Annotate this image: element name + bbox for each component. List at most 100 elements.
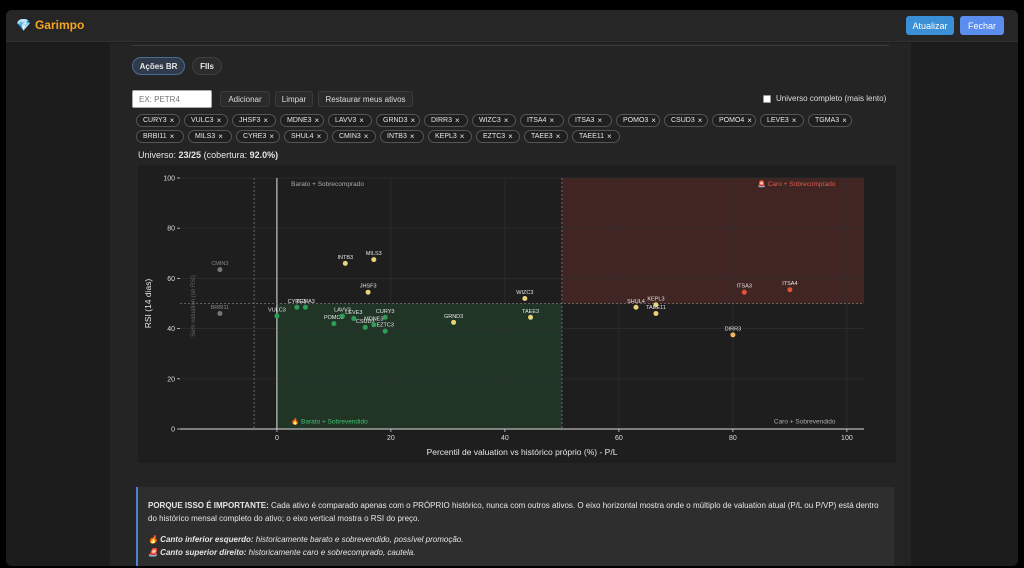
- ticker-chip[interactable]: POMO4 ×: [712, 114, 756, 127]
- data-point: [787, 287, 793, 293]
- divider: [132, 45, 889, 46]
- data-point-label: INTB3: [338, 255, 354, 261]
- remove-chip-icon[interactable]: ×: [791, 116, 797, 125]
- remove-chip-icon[interactable]: ×: [263, 116, 269, 125]
- remove-chip-icon[interactable]: ×: [455, 116, 460, 125]
- remove-chip-icon[interactable]: ×: [549, 116, 555, 125]
- scatter-plot: 0 20 40 60 80 100 0 20 40 60 80 100 Percentil de val…: [143, 176, 864, 457]
- remove-chip-icon[interactable]: ×: [216, 116, 222, 125]
- top-right-quadrant-fill: [561, 178, 864, 304]
- remove-chip-icon[interactable]: ×: [459, 132, 465, 141]
- atualizar-button[interactable]: Atualizar: [906, 16, 954, 35]
- ticker-chip[interactable]: MDNE3 ×: [280, 114, 324, 127]
- y-tick-label: 60: [167, 276, 175, 283]
- x-tick-label: 100: [841, 435, 853, 442]
- ticker-chip[interactable]: JHSF3 ×: [232, 114, 276, 127]
- ticker-chip-label: MILS3: [195, 133, 216, 140]
- ticker-chip-label: DIRR3: [431, 117, 453, 124]
- remove-chip-icon[interactable]: ×: [409, 132, 415, 141]
- ticker-chip[interactable]: TGMA3 ×: [808, 114, 852, 127]
- remove-chip-icon[interactable]: ×: [169, 132, 175, 141]
- data-point: [342, 260, 348, 266]
- ticker-chip-label: BRBI11: [143, 133, 167, 140]
- remove-chip-icon[interactable]: ×: [218, 132, 223, 141]
- x-tick-label: 20: [387, 435, 395, 442]
- remove-chip-icon[interactable]: ×: [503, 116, 509, 125]
- ticker-chip[interactable]: CYRE3 ×: [236, 130, 280, 143]
- quadrant-label-top-right: 🚨 Caro + Sobrecomprado: [758, 180, 836, 188]
- ticker-chip[interactable]: CURY3 ×: [136, 114, 180, 127]
- ticker-chip[interactable]: WIZC3 ×: [472, 114, 516, 127]
- valuation-rsi-chart: 0 20 40 60 80 100 0 20 40 60 80 100 Percentil de val…: [138, 165, 896, 463]
- remove-chip-icon[interactable]: ×: [607, 132, 612, 141]
- remove-chip-icon[interactable]: ×: [269, 132, 275, 141]
- data-point: [522, 295, 528, 301]
- ticker-chip[interactable]: SHUL4 ×: [284, 130, 328, 143]
- ticker-chip-label: POMO4: [719, 117, 745, 124]
- ticker-input[interactable]: [132, 90, 212, 108]
- data-point-label: DIRR3: [725, 326, 742, 332]
- ticker-chip[interactable]: TAEE11 ×: [572, 130, 620, 143]
- ticker-chip[interactable]: DIRR3 ×: [424, 114, 468, 127]
- ticker-chip-label: CYRE3: [243, 133, 267, 140]
- ticker-chip[interactable]: KEPL3 ×: [428, 130, 472, 143]
- tab-acoes-br[interactable]: Ações BR: [132, 57, 185, 75]
- ticker-chip[interactable]: LEVE3 ×: [760, 114, 804, 127]
- remove-chip-icon[interactable]: ×: [747, 116, 752, 125]
- remove-chip-icon[interactable]: ×: [314, 116, 320, 125]
- ticker-chip[interactable]: POMO3 ×: [616, 114, 660, 127]
- ticker-chip[interactable]: INTB3 ×: [380, 130, 424, 143]
- remove-chip-icon[interactable]: ×: [555, 132, 561, 141]
- left-gutter: [6, 43, 110, 566]
- ticker-chip-label: LEVE3: [767, 117, 789, 124]
- limpar-button[interactable]: Limpar: [275, 91, 313, 107]
- remove-chip-icon[interactable]: ×: [508, 132, 513, 141]
- ticker-chip[interactable]: VULC3 ×: [184, 114, 228, 127]
- data-point-label: VULC3: [268, 308, 286, 314]
- ticker-chip[interactable]: ITSA4 ×: [520, 114, 564, 127]
- y-tick-label: 100: [163, 176, 175, 183]
- data-point: [302, 304, 308, 310]
- data-point-label: TGMA3: [296, 299, 315, 305]
- note-body: Cada ativo é comparado apenas com o PRÓP…: [148, 501, 879, 523]
- universo-label: Universo:: [138, 150, 177, 160]
- remove-chip-icon[interactable]: ×: [410, 116, 416, 125]
- remove-chip-icon[interactable]: ×: [359, 116, 364, 125]
- ticker-chip[interactable]: LAVV3 ×: [328, 114, 372, 127]
- note-line-1-title: 🔥 Canto inferior esquerdo:: [148, 535, 254, 544]
- cobertura-value: 92.0%): [249, 150, 279, 160]
- remove-chip-icon[interactable]: ×: [316, 132, 322, 141]
- universo-completo-checkbox[interactable]: [763, 94, 771, 103]
- ticker-chip-label: ITSA4: [527, 117, 547, 124]
- ticker-chip[interactable]: TAEE3 ×: [524, 130, 568, 143]
- note-line-1-text: historicamente barato e sobrevendido, po…: [255, 535, 464, 544]
- data-point-label: POMO3: [324, 315, 344, 321]
- universo-value: 23/25: [178, 150, 202, 160]
- adicionar-button[interactable]: Adicionar: [220, 91, 270, 107]
- restaurar-button[interactable]: Restaurar meus ativos: [318, 91, 413, 107]
- tab-fiis[interactable]: FIIs: [192, 57, 222, 75]
- main-panel[interactable]: Ações BR FIIs Adicionar Limpar Restaurar…: [110, 43, 911, 566]
- remove-chip-icon[interactable]: ×: [597, 116, 603, 125]
- data-point: [339, 313, 345, 319]
- ticker-chip[interactable]: MILS3 ×: [188, 130, 232, 143]
- data-point: [451, 319, 457, 325]
- ticker-chip[interactable]: BRBI11 ×: [136, 130, 184, 143]
- data-point-label: LEVE3: [345, 310, 362, 316]
- data-point: [294, 304, 300, 310]
- data-point-label: TAEE3: [522, 309, 539, 315]
- ticker-chip-label: CURY3: [143, 117, 167, 124]
- ticker-chip[interactable]: GRND3 ×: [376, 114, 420, 127]
- ticker-chip[interactable]: CSUD3 ×: [664, 114, 708, 127]
- ticker-chip[interactable]: EZTC3 ×: [476, 130, 520, 143]
- remove-chip-icon[interactable]: ×: [169, 116, 175, 125]
- remove-chip-icon[interactable]: ×: [842, 116, 847, 125]
- remove-chip-icon[interactable]: ×: [651, 116, 656, 125]
- ticker-chip[interactable]: CMIN3 ×: [332, 130, 376, 143]
- universo-completo-toggle[interactable]: Universo completo (mais lento): [763, 94, 886, 103]
- ticker-chip[interactable]: ITSA3 ×: [568, 114, 612, 127]
- remove-chip-icon[interactable]: ×: [363, 132, 369, 141]
- remove-chip-icon[interactable]: ×: [697, 116, 703, 125]
- fechar-button[interactable]: Fechar: [960, 16, 1004, 35]
- ticker-chip-label: SHUL4: [291, 133, 314, 140]
